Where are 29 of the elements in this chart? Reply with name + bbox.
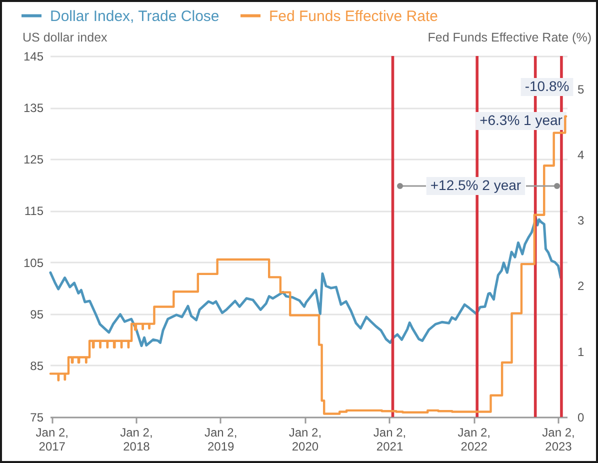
annotation: +12.5% 2 year: [430, 176, 522, 193]
y-tick-label: 145: [23, 50, 44, 64]
y2-tick-label: 3: [578, 214, 584, 228]
annotation: +6.3% 1 year: [480, 112, 563, 128]
legend-label: Fed Funds Effective Rate: [269, 8, 438, 25]
y-tick-label: 95: [30, 307, 44, 322]
y2-tick-label: 4: [578, 148, 584, 162]
y-tick-label: 85: [30, 358, 44, 373]
y2-tick-label: 0: [578, 410, 584, 424]
x-tick-label: Jan 2, 2017: [36, 426, 68, 454]
y2-tick-label: 1: [578, 344, 584, 359]
annotation: -10.8%: [524, 78, 570, 94]
y2-tick-label: 5: [578, 82, 584, 96]
y2-tick-label: 2: [578, 279, 584, 294]
y-tick-label: 75: [30, 410, 44, 424]
y-tick-label: 125: [23, 152, 44, 167]
y-axis-title: US dollar index: [22, 30, 108, 44]
line-series: [49, 216, 562, 348]
x-tick-label: Jan 2, 2021: [373, 426, 406, 454]
y-tick-label: 105: [23, 256, 44, 270]
x-tick-label: Jan 2, 2023: [542, 426, 575, 454]
x-tick-label: Jan 2, 2018: [120, 426, 153, 454]
x-tick-label: Jan 2, 2020: [288, 426, 322, 454]
x-tick-label: Jan 2, 2019: [204, 426, 238, 454]
y-tick-label: 135: [23, 101, 44, 116]
legend-label: Dollar Index, Trade Close: [50, 8, 220, 25]
x-tick-label: Jan 2, 2022: [458, 426, 490, 454]
y2-axis-title: Fed Funds Effective Rate (%): [428, 30, 592, 44]
y-tick-label: 115: [24, 204, 44, 218]
